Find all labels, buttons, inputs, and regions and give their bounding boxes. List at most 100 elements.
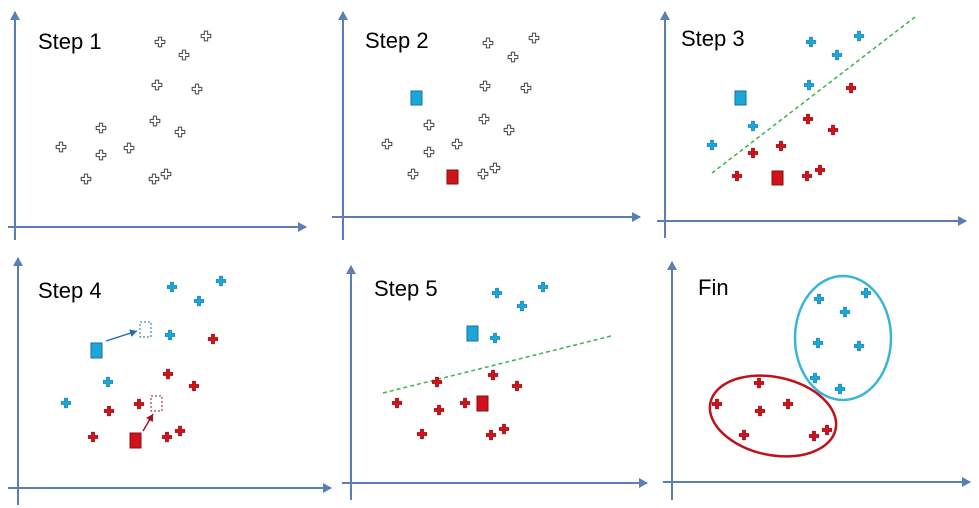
points-group (87, 333, 219, 443)
neutral-plus-marker-icon (160, 168, 172, 180)
neutral-plus-marker-icon (95, 122, 107, 134)
blue-plus-marker-icon (489, 332, 501, 344)
neutral-plus-marker-icon (80, 173, 92, 185)
points-group (381, 32, 540, 180)
blue-plus-marker-icon (853, 30, 865, 42)
points-group (731, 82, 857, 182)
points-group (391, 369, 523, 441)
blue-plus-marker-icon (102, 376, 114, 388)
red-centroid (476, 395, 489, 412)
red-plus-marker-icon (845, 82, 857, 94)
red-plus-marker-icon (188, 380, 200, 392)
blue-plus-marker-icon (164, 329, 176, 341)
neutral-plus-marker-icon (178, 49, 190, 61)
red-plus-marker-icon (391, 397, 403, 409)
blue-plus-marker-icon (831, 49, 843, 61)
blue-plus-marker-icon (812, 337, 824, 349)
red-plus-marker-icon (87, 431, 99, 443)
new-blue-centroid (139, 321, 152, 338)
decision-boundary (382, 335, 612, 394)
red-cluster-ellipse (708, 374, 838, 458)
red-plus-marker-icon (498, 423, 510, 435)
panel-title: Step 1 (38, 29, 102, 54)
neutral-plus-marker-icon (95, 149, 107, 161)
red-plus-marker-icon (808, 430, 820, 442)
blue-plus-marker-icon (853, 340, 865, 352)
neutral-plus-marker-icon (520, 82, 532, 94)
neutral-plus-marker-icon (200, 30, 212, 42)
blue-move-arrow (105, 329, 138, 342)
red-plus-marker-icon (802, 113, 814, 125)
decision-boundary (711, 16, 916, 174)
blue-centroid (466, 325, 479, 342)
panel-step4: Step 4 (8, 257, 332, 505)
blue-plus-marker-icon (537, 281, 549, 293)
neutral-plus-marker-icon (423, 146, 435, 158)
neutral-plus-marker-icon (479, 80, 491, 92)
neutral-plus-marker-icon (423, 119, 435, 131)
red-plus-marker-icon (485, 429, 497, 441)
blue-plus-marker-icon (166, 281, 178, 293)
red-plus-marker-icon (103, 405, 115, 417)
panel-step3: Step 3 (657, 11, 967, 238)
neutral-plus-marker-icon (407, 168, 419, 180)
red-plus-marker-icon (487, 369, 499, 381)
red-plus-marker-icon (821, 424, 833, 436)
red-plus-marker-icon (161, 431, 173, 443)
neutral-plus-marker-icon (507, 51, 519, 63)
blue-plus-marker-icon (706, 139, 718, 151)
blue-plus-marker-icon (193, 295, 205, 307)
red-plus-marker-icon (731, 170, 743, 182)
points-group (706, 30, 865, 151)
points-group (489, 281, 549, 344)
new-red-centroid (150, 395, 163, 412)
red-plus-marker-icon (207, 333, 219, 345)
blue-plus-marker-icon (215, 275, 227, 287)
red-plus-marker-icon (431, 376, 443, 388)
neutral-plus-marker-icon (478, 113, 490, 125)
blue-plus-marker-icon (805, 36, 817, 48)
neutral-plus-marker-icon (477, 168, 489, 180)
red-move-arrow (142, 413, 154, 432)
neutral-plus-marker-icon (123, 142, 135, 154)
neutral-plus-marker-icon (191, 83, 203, 95)
neutral-plus-marker-icon (489, 162, 501, 174)
red-plus-marker-icon (753, 377, 765, 389)
blue-cluster-ellipse (793, 274, 893, 402)
neutral-plus-marker-icon (503, 124, 515, 136)
red-plus-marker-icon (738, 429, 750, 441)
blue-plus-marker-icon (834, 383, 846, 395)
blue-plus-marker-icon (491, 287, 503, 299)
red-plus-marker-icon (416, 428, 428, 440)
neutral-plus-marker-icon (482, 37, 494, 49)
red-plus-marker-icon (775, 140, 787, 152)
points-group (809, 287, 872, 395)
panel-step1: Step 1 (8, 11, 307, 240)
blue-centroid (410, 90, 423, 106)
blue-plus-marker-icon (860, 287, 872, 299)
red-centroid (771, 170, 784, 186)
blue-centroid (734, 90, 747, 106)
red-plus-marker-icon (133, 398, 145, 410)
blue-plus-marker-icon (813, 293, 825, 305)
red-plus-marker-icon (814, 164, 826, 176)
red-centroid (129, 432, 142, 449)
red-plus-marker-icon (711, 398, 723, 410)
panel-title: Fin (698, 275, 729, 300)
blue-plus-marker-icon (747, 120, 759, 132)
red-plus-marker-icon (782, 398, 794, 410)
red-plus-marker-icon (801, 170, 813, 182)
blue-plus-marker-icon (803, 79, 815, 91)
neutral-plus-marker-icon (154, 36, 166, 48)
blue-plus-marker-icon (60, 397, 72, 409)
red-plus-marker-icon (511, 380, 523, 392)
red-plus-marker-icon (162, 368, 174, 380)
neutral-plus-marker-icon (55, 141, 67, 153)
blue-plus-marker-icon (839, 306, 851, 318)
panel-title: Step 4 (38, 278, 102, 303)
blue-plus-marker-icon (809, 372, 821, 384)
panel-step5: Step 5 (342, 265, 648, 500)
points-group (55, 30, 212, 185)
neutral-plus-marker-icon (381, 138, 393, 150)
neutral-plus-marker-icon (451, 138, 463, 150)
